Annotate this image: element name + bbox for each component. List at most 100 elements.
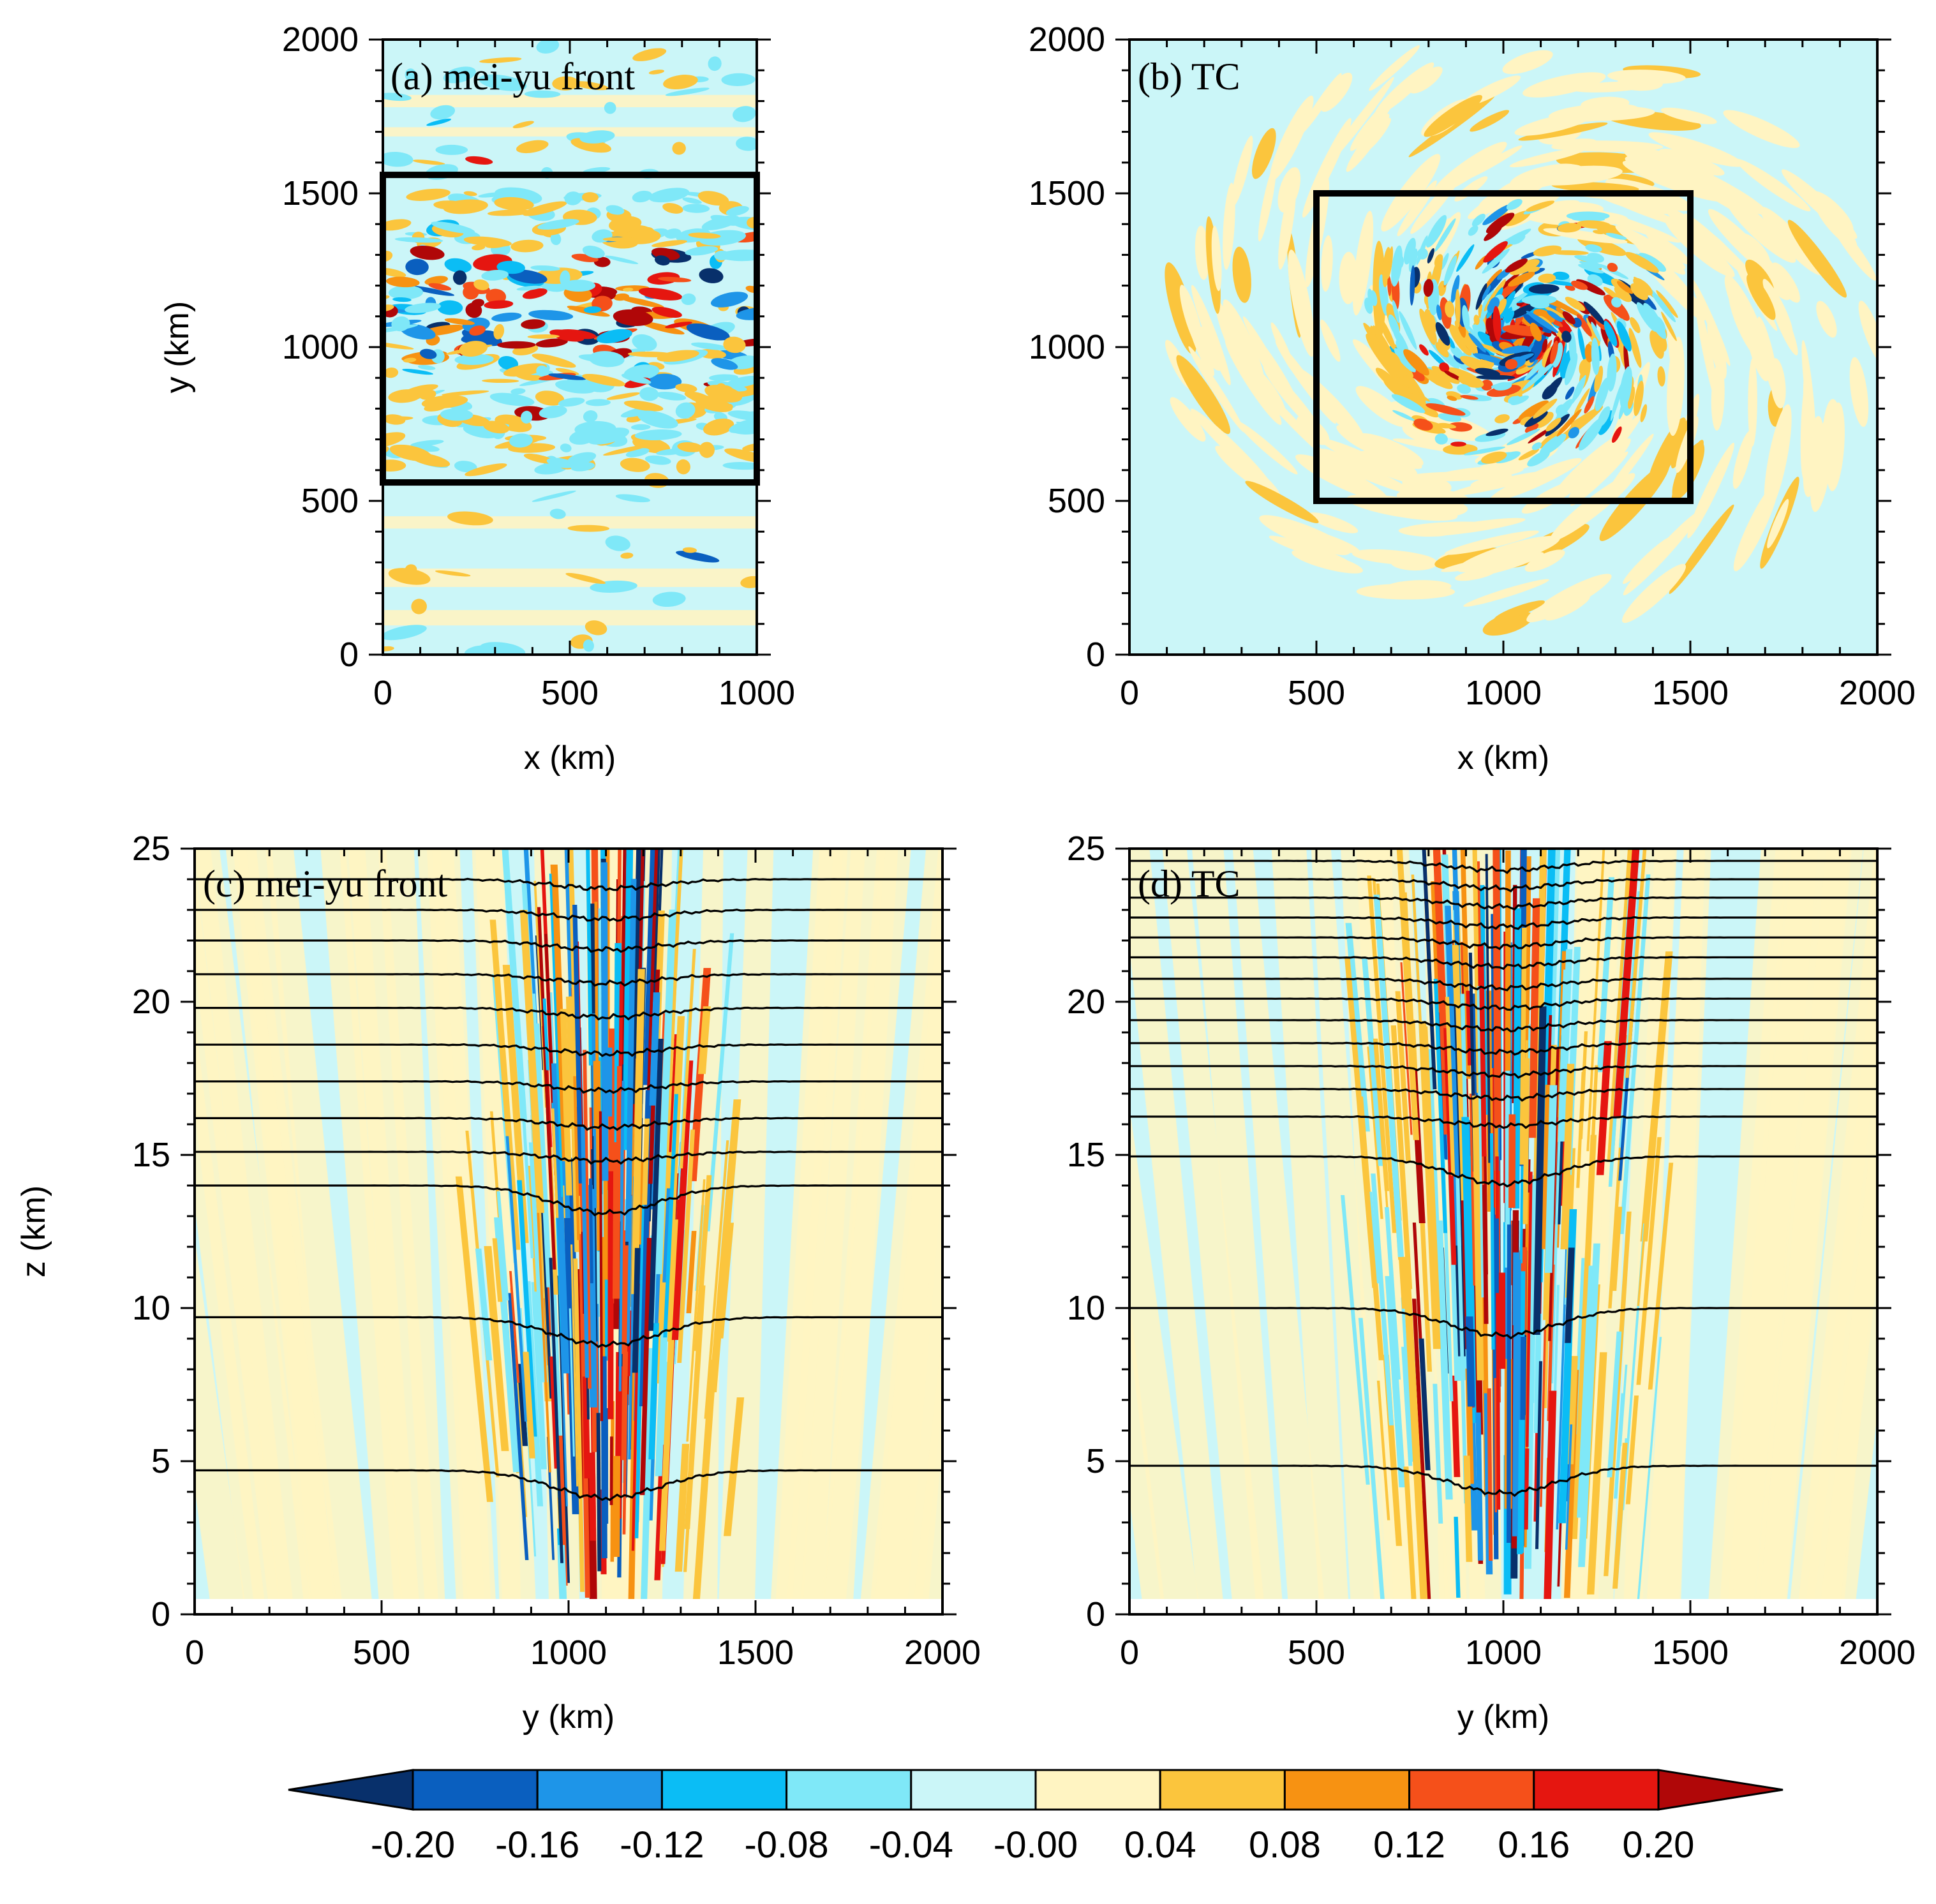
field-streak [1613,849,1640,1117]
field-streak [507,1293,529,1561]
field-cell [1591,322,1601,342]
field-cell [605,535,630,551]
x-tick-label: 0 [185,1633,204,1672]
colorbar-swatch [1034,1769,1161,1811]
panel-b-ticks: 0 500 1000 1500 2000 0 500 1000 1500 2000 [1029,20,1916,712]
field-cell [1557,223,1582,233]
field-streak [542,998,549,1071]
contour-line [1129,1155,1877,1188]
field-cell [1388,314,1400,337]
field-cell [1456,244,1475,272]
field-cell [583,306,602,313]
y-tick-label: 25 [1067,829,1105,868]
field-streak [724,1397,745,1536]
contour-line [1129,1041,1877,1056]
field-streak [1402,1256,1428,1600]
field-cell [1468,225,1478,236]
field-cell [1562,311,1575,325]
field-streak [537,907,556,1270]
field-cell [585,620,607,636]
field-cell [1165,262,1197,355]
field-streak [1498,1272,1506,1369]
field-streak [523,1351,535,1459]
colorbar-swatch [536,1769,663,1811]
field-cell [676,459,690,475]
field-streak [1612,1443,1628,1589]
field-cell [625,448,650,457]
field-cell [516,140,549,154]
field-cell [1504,211,1531,227]
contour-line [1129,877,1877,893]
field-cell [585,399,611,406]
field-cell [1509,147,1587,168]
field-cell [1578,264,1604,274]
field-cell [583,639,594,652]
field-streak [1445,905,1462,1246]
field-cell [1545,417,1561,432]
field-cell [1595,377,1610,412]
field-cell [1625,251,1659,273]
y-tick-label: 2000 [1029,20,1105,59]
field-cell [473,279,489,290]
field-streak [570,1244,579,1487]
field-cell [662,203,683,214]
field-cell [647,373,682,390]
field-cell [1514,112,1593,136]
field-cell [523,201,567,216]
y-tick-label: 1500 [282,174,359,212]
field-cell [447,511,493,526]
field-cell [1585,244,1602,253]
field-streak [1648,1163,1674,1390]
field-cell [1368,447,1422,469]
field-cell [1607,353,1617,392]
field-cell [1732,430,1753,489]
field-streak [1535,1361,1542,1549]
colorbar-swatch [786,1769,912,1811]
field-streak [692,1360,717,1601]
field-cell [430,105,456,120]
field-cell [1545,413,1570,436]
field-cell [1649,288,1676,323]
field-cell [715,383,727,394]
field-cell [1568,427,1579,438]
field-cell [1810,417,1834,512]
field-streak [621,1230,629,1461]
field-cell [1648,132,1744,167]
field-cell [469,325,486,336]
panel-a-ticks: 0 500 1000 0 500 1000 1500 2000 [282,20,795,712]
field-cell [616,295,664,308]
field-streak [533,1023,552,1288]
field-cell [454,461,477,473]
field-cell [613,309,653,326]
field-cell [1450,442,1466,447]
y-tick-label: 10 [1067,1289,1105,1327]
field-cell [697,191,729,206]
field-cell [555,380,596,394]
field-cell [1436,304,1442,320]
field-cell [1251,128,1276,179]
colorbar-label: 0.20 [1623,1824,1695,1866]
field-cell [428,283,452,291]
field-cell [1603,433,1654,500]
field-cell [1427,248,1434,264]
contour-line [195,1184,942,1217]
field-cell [440,408,473,421]
field-cell [1245,480,1319,523]
field-cell [1392,410,1415,421]
field-cell [1553,342,1563,368]
field-cell [1448,422,1473,432]
field-cell [405,302,441,313]
field-cell [652,306,682,318]
field-cell [383,367,399,378]
field-cell [1493,382,1512,391]
field-cell [1633,278,1653,296]
field-cell [1286,526,1360,554]
field-cell [1593,230,1605,234]
field-streak [654,909,676,1274]
field-cell [1630,317,1641,334]
contour-line [195,1150,942,1165]
field-cell [1584,396,1595,414]
field-cell [1439,362,1450,373]
x-tick-label: 500 [353,1633,410,1672]
field-cell [1434,218,1456,252]
